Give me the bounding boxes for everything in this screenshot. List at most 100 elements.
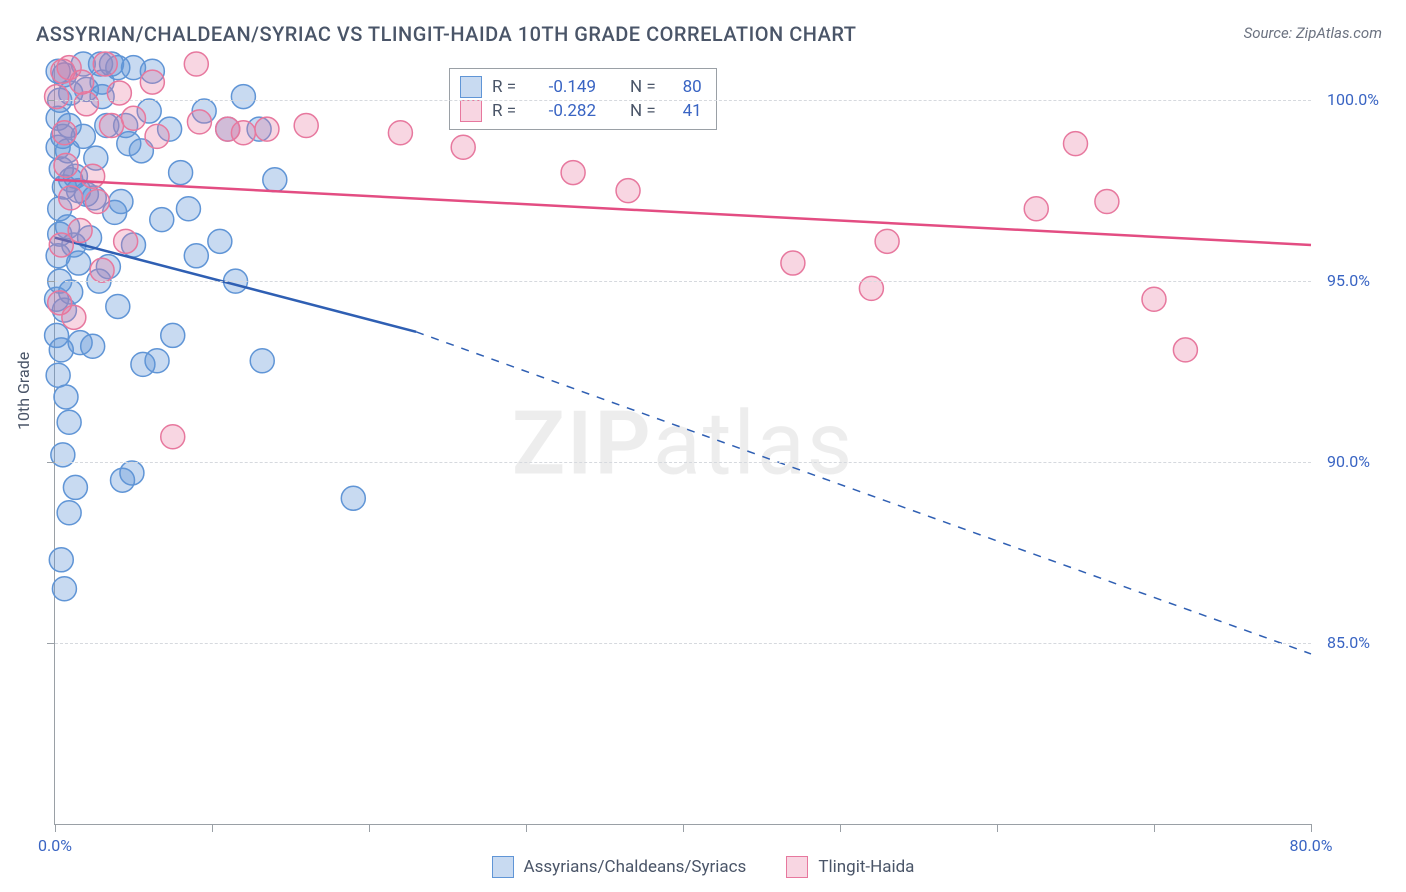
tlingit-point bbox=[231, 121, 255, 145]
legend-stats-row-tlingit: R = -0.282 N = 41 bbox=[460, 99, 702, 123]
assyrian-point bbox=[81, 334, 105, 358]
tlingit-point bbox=[90, 258, 114, 282]
x-tick bbox=[1311, 824, 1312, 832]
assyrian-point bbox=[52, 577, 76, 601]
assyrian-point bbox=[57, 410, 81, 434]
tlingit-point bbox=[100, 114, 124, 138]
legend-R-label: R = bbox=[492, 101, 516, 121]
assyrian-point bbox=[208, 229, 232, 253]
tlingit-point bbox=[1142, 287, 1166, 311]
y-tick-label: 100.0% bbox=[1327, 90, 1379, 109]
tlingit-point bbox=[59, 186, 83, 210]
tlingit-point bbox=[187, 110, 211, 134]
assyrian-point bbox=[57, 501, 81, 525]
tlingit-point bbox=[781, 251, 805, 275]
gridline bbox=[55, 100, 1311, 101]
tlingit-point bbox=[54, 153, 78, 177]
tlingit-point bbox=[1064, 132, 1088, 156]
tlingit-point bbox=[114, 229, 138, 253]
tlingit-point bbox=[93, 52, 117, 76]
y-tick bbox=[47, 281, 55, 282]
x-tick bbox=[212, 824, 213, 832]
legend-swatch bbox=[786, 856, 808, 878]
tlingit-point bbox=[561, 161, 585, 185]
assyrian-point bbox=[150, 208, 174, 232]
tlingit-point bbox=[57, 56, 81, 80]
gridline bbox=[55, 462, 1311, 463]
legend-N-value: 41 bbox=[666, 101, 702, 121]
tlingit-point bbox=[161, 425, 185, 449]
legend-stats-row-assyrian: R =-0.149N =80 bbox=[460, 75, 702, 99]
legend-R-value: -0.282 bbox=[526, 101, 596, 121]
legend-N-value: 80 bbox=[666, 77, 702, 97]
tlingit-point bbox=[451, 135, 475, 159]
gridline bbox=[55, 643, 1311, 644]
assyrian-point bbox=[111, 468, 135, 492]
tlingit-point bbox=[81, 164, 105, 188]
legend-R-value: -0.149 bbox=[526, 77, 596, 97]
legend-label: Tlingit-Haida bbox=[818, 857, 914, 877]
chart-svg bbox=[55, 64, 1311, 824]
y-tick bbox=[47, 100, 55, 101]
assyrian-point bbox=[145, 349, 169, 373]
tlingit-point bbox=[184, 52, 208, 76]
tlingit-point bbox=[122, 106, 146, 130]
tlingit-point bbox=[45, 85, 69, 109]
assyrian-point bbox=[51, 443, 75, 467]
y-tick-label: 85.0% bbox=[1327, 633, 1370, 652]
tlingit-point bbox=[255, 117, 279, 141]
tlingit-point bbox=[1095, 190, 1119, 214]
tlingit-point bbox=[107, 81, 131, 105]
assyrian-point bbox=[45, 323, 69, 347]
y-axis-label: 10th Grade bbox=[14, 352, 33, 430]
assyrian-point bbox=[169, 161, 193, 185]
tlingit-point bbox=[294, 114, 318, 138]
tlingit-point bbox=[52, 121, 76, 145]
legend-item-tlingit: Tlingit-Haida bbox=[786, 856, 914, 878]
legend-swatch bbox=[492, 856, 514, 878]
x-tick-label: 80.0% bbox=[1281, 836, 1341, 855]
assyrian-point bbox=[263, 168, 287, 192]
tlingit-point bbox=[875, 229, 899, 253]
assyrian-point bbox=[49, 548, 73, 572]
assyrian-point bbox=[46, 363, 70, 387]
tlingit-point bbox=[859, 276, 883, 300]
legend-bottom: Assyrians/Chaldeans/Syriacs Tlingit-Haida bbox=[0, 856, 1406, 878]
tlingit-point bbox=[85, 190, 109, 214]
assyrian-point bbox=[184, 244, 208, 268]
assyrian-point bbox=[250, 349, 274, 373]
legend-swatch bbox=[460, 76, 482, 98]
x-tick bbox=[840, 824, 841, 832]
legend-swatch bbox=[460, 100, 482, 122]
assyrian-point bbox=[161, 323, 185, 347]
y-tick bbox=[47, 462, 55, 463]
tlingit-point bbox=[388, 121, 412, 145]
assyrian-point bbox=[54, 385, 78, 409]
chart-title: ASSYRIAN/CHALDEAN/SYRIAC VS TLINGIT-HAID… bbox=[36, 22, 857, 46]
assyrian-point bbox=[106, 294, 130, 318]
assyrian-point bbox=[63, 475, 87, 499]
legend-N-label: N = bbox=[630, 101, 656, 121]
assyrian-point bbox=[231, 85, 255, 109]
tlingit-point bbox=[74, 92, 98, 116]
tlingit-point bbox=[616, 179, 640, 203]
legend-stats: R = -0.149 N = 80R = -0.282 N = 41 bbox=[449, 68, 717, 130]
tlingit-point bbox=[1173, 338, 1197, 362]
source-label: Source: ZipAtlas.com bbox=[1244, 24, 1382, 42]
legend-R-label: R = bbox=[492, 77, 516, 97]
assyrian-trendline-dashed bbox=[416, 332, 1311, 654]
x-tick bbox=[369, 824, 370, 832]
x-tick bbox=[997, 824, 998, 832]
tlingit-point bbox=[1024, 197, 1048, 221]
legend-item-assyrian: Assyrians/Chaldeans/Syriacs bbox=[492, 856, 747, 878]
x-tick bbox=[526, 824, 527, 832]
x-tick bbox=[683, 824, 684, 832]
y-tick-label: 95.0% bbox=[1327, 271, 1370, 290]
y-tick bbox=[47, 643, 55, 644]
tlingit-point bbox=[62, 305, 86, 329]
x-tick bbox=[1154, 824, 1155, 832]
tlingit-point bbox=[145, 124, 169, 148]
assyrian-point bbox=[341, 486, 365, 510]
legend-label: Assyrians/Chaldeans/Syriacs bbox=[524, 857, 747, 877]
assyrian-point bbox=[176, 197, 200, 221]
